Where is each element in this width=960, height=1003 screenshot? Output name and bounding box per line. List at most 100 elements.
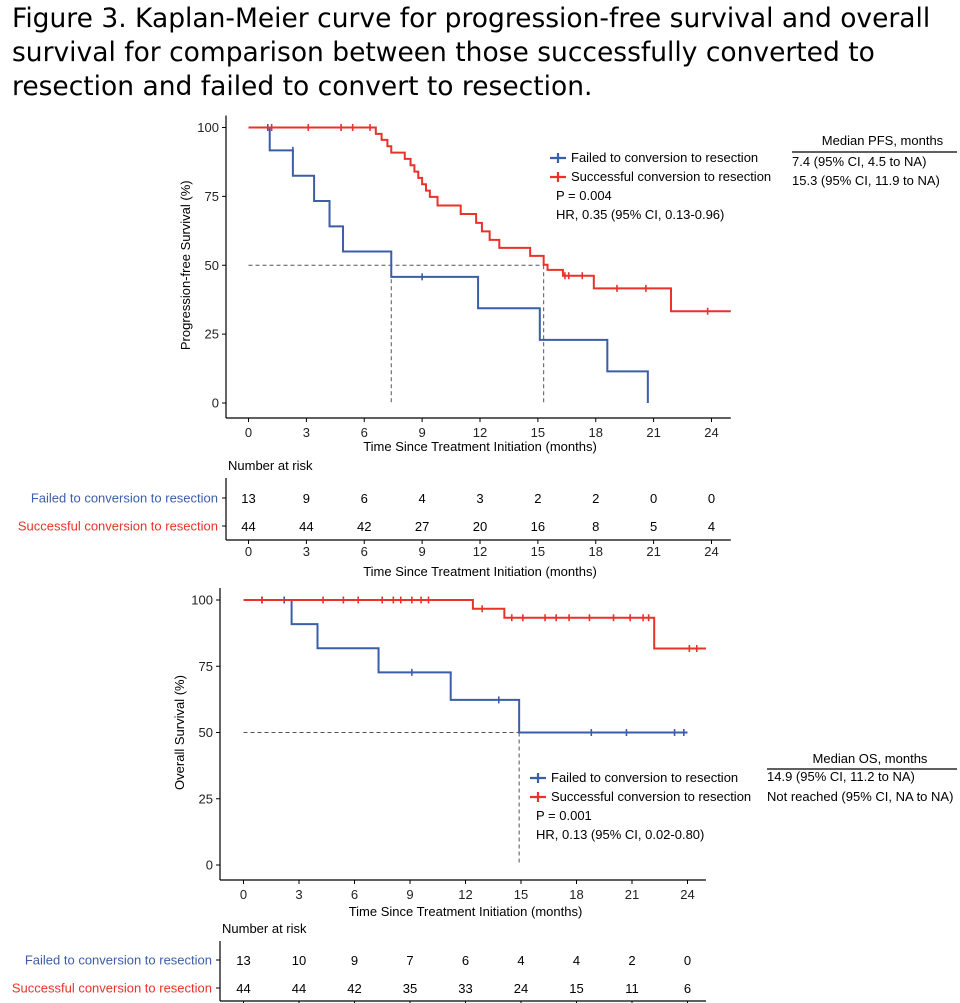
risk-count: 2: [534, 491, 541, 506]
legend-entry: Failed to conversion to resection: [571, 150, 758, 165]
risk-count: 10: [292, 953, 306, 968]
risk-table-title: Number at risk: [222, 921, 307, 936]
km-curve-successful: [243, 599, 706, 650]
risk-count: 2: [628, 953, 635, 968]
risk-x-tick-label: 18: [589, 544, 603, 559]
risk-count: 3: [476, 491, 483, 506]
risk-x-tick-label: 6: [361, 544, 368, 559]
y-tick-label: 75: [205, 189, 219, 204]
median-table-row: Not reached (95% CI, NA to NA): [767, 789, 953, 804]
risk-count: 4: [573, 953, 580, 968]
figure-title-line-1: Figure 3. Kaplan-Meier curve for progres…: [12, 3, 931, 34]
legend-entry: Successful conversion to resection: [571, 169, 771, 184]
risk-x-tick-label: 9: [419, 544, 426, 559]
risk-count: 16: [531, 519, 545, 534]
x-tick-label: 9: [419, 425, 426, 440]
y-tick-label: 0: [212, 396, 219, 411]
risk-count: 8: [592, 519, 599, 534]
risk-x-axis-title: Time Since Treatment Initiation (months): [363, 564, 597, 579]
x-tick-label: 3: [295, 887, 302, 902]
x-tick-label: 12: [473, 425, 487, 440]
risk-count: 44: [292, 981, 306, 996]
figure-title-line-3: resection and failed to convert to resec…: [12, 71, 593, 102]
risk-count: 44: [236, 981, 250, 996]
legend-entry: Failed to conversion to resection: [551, 770, 738, 785]
legend-key-successful: [530, 792, 546, 802]
x-tick-label: 15: [514, 887, 528, 902]
y-tick-label: 0: [206, 858, 213, 873]
risk-count: 13: [241, 491, 255, 506]
risk-count: 5: [650, 519, 657, 534]
median-table-header: Median OS, months: [813, 751, 928, 766]
risk-count: 6: [361, 491, 368, 506]
risk-row-label-failed: Failed to conversion to resection: [25, 953, 212, 968]
y-tick-label: 50: [205, 258, 219, 273]
risk-table-title: Number at risk: [228, 458, 313, 473]
y-tick-label: 25: [199, 791, 213, 806]
y-tick-label: 100: [191, 593, 213, 608]
risk-count: 4: [419, 491, 426, 506]
hazard-ratio: HR, 0.13 (95% CI, 0.02-0.80): [536, 827, 704, 842]
x-tick-label: 24: [680, 887, 694, 902]
median-table-row: 14.9 (95% CI, 11.2 to NA): [767, 769, 915, 784]
risk-count: 42: [357, 519, 371, 534]
p-value: P = 0.001: [536, 808, 592, 823]
p-value: P = 0.004: [556, 188, 612, 203]
y-tick-label: 75: [199, 659, 213, 674]
legend-key-failed: [530, 773, 546, 783]
risk-x-tick-label: 21: [646, 544, 660, 559]
x-axis-title: Time Since Treatment Initiation (months): [363, 439, 597, 454]
risk-count: 0: [684, 953, 691, 968]
risk-count: 15: [569, 981, 583, 996]
x-tick-label: 0: [245, 425, 252, 440]
legend-key-failed: [550, 153, 566, 163]
risk-count: 44: [299, 519, 313, 534]
x-tick-label: 12: [458, 887, 472, 902]
risk-count: 4: [708, 519, 715, 534]
risk-x-tick-label: 3: [303, 544, 310, 559]
risk-x-tick-label: 0: [245, 544, 252, 559]
risk-row-label-successful: Successful conversion to resection: [12, 981, 212, 996]
risk-count: 9: [303, 491, 310, 506]
y-axis-title: Progression-free Survival (%): [178, 180, 193, 350]
risk-x-tick-label: 12: [473, 544, 487, 559]
km-curve-failed: [248, 126, 649, 403]
x-tick-label: 18: [589, 425, 603, 440]
x-tick-label: 3: [303, 425, 310, 440]
km-curve-successful: [248, 126, 731, 313]
risk-count: 33: [458, 981, 472, 996]
risk-count: 4: [517, 953, 524, 968]
risk-count: 44: [241, 519, 255, 534]
median-table-row: 7.4 (95% CI, 4.5 to NA): [792, 154, 926, 169]
km-curve-failed: [243, 599, 688, 734]
x-tick-label: 21: [625, 887, 639, 902]
risk-count: 7: [406, 953, 413, 968]
risk-count: 6: [684, 981, 691, 996]
x-tick-label: 24: [704, 425, 718, 440]
figure-title: Figure 3. Kaplan-Meier curve for progres…: [12, 2, 952, 104]
x-axis-title: Time Since Treatment Initiation (months): [349, 904, 583, 919]
risk-count: 42: [347, 981, 361, 996]
x-tick-label: 6: [351, 887, 358, 902]
risk-count: 2: [592, 491, 599, 506]
hazard-ratio: HR, 0.35 (95% CI, 0.13-0.96): [556, 207, 724, 222]
median-table-header: Median PFS, months: [822, 133, 944, 148]
risk-count: 24: [514, 981, 528, 996]
y-tick-label: 50: [199, 725, 213, 740]
risk-x-tick-label: 15: [531, 544, 545, 559]
x-tick-label: 9: [406, 887, 413, 902]
figure-title-line-2: survival for comparison between those su…: [12, 37, 875, 68]
risk-count: 35: [403, 981, 417, 996]
x-tick-label: 21: [646, 425, 660, 440]
risk-x-tick-label: 24: [704, 544, 718, 559]
y-tick-label: 100: [197, 120, 219, 135]
x-tick-label: 18: [569, 887, 583, 902]
risk-count: 6: [462, 953, 469, 968]
y-axis-title: Overall Survival (%): [172, 675, 187, 790]
x-tick-label: 6: [361, 425, 368, 440]
x-tick-label: 0: [240, 887, 247, 902]
risk-count: 11: [625, 981, 639, 996]
median-table-row: 15.3 (95% CI, 11.9 to NA): [792, 173, 940, 188]
